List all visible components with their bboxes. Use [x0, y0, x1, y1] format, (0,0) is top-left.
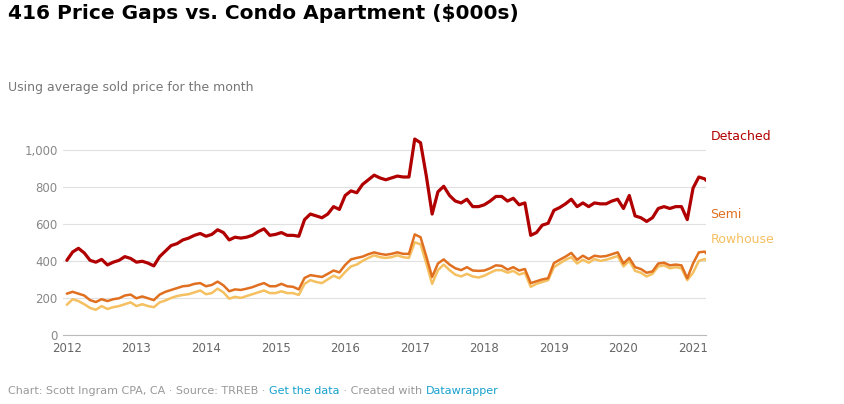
Text: Get the data: Get the data: [269, 386, 339, 396]
Text: 416 Price Gaps vs. Condo Apartment ($000s): 416 Price Gaps vs. Condo Apartment ($000…: [8, 4, 518, 23]
Text: Rowhouse: Rowhouse: [710, 234, 773, 246]
Text: Chart: Scott Ingram CPA, CA · Source: TRREB ·: Chart: Scott Ingram CPA, CA · Source: TR…: [8, 386, 269, 396]
Text: Datawrapper: Datawrapper: [425, 386, 498, 396]
Text: Using average sold price for the month: Using average sold price for the month: [8, 81, 254, 94]
Text: · Created with: · Created with: [339, 386, 425, 396]
Text: Detached: Detached: [710, 130, 771, 143]
Text: Semi: Semi: [710, 208, 741, 221]
